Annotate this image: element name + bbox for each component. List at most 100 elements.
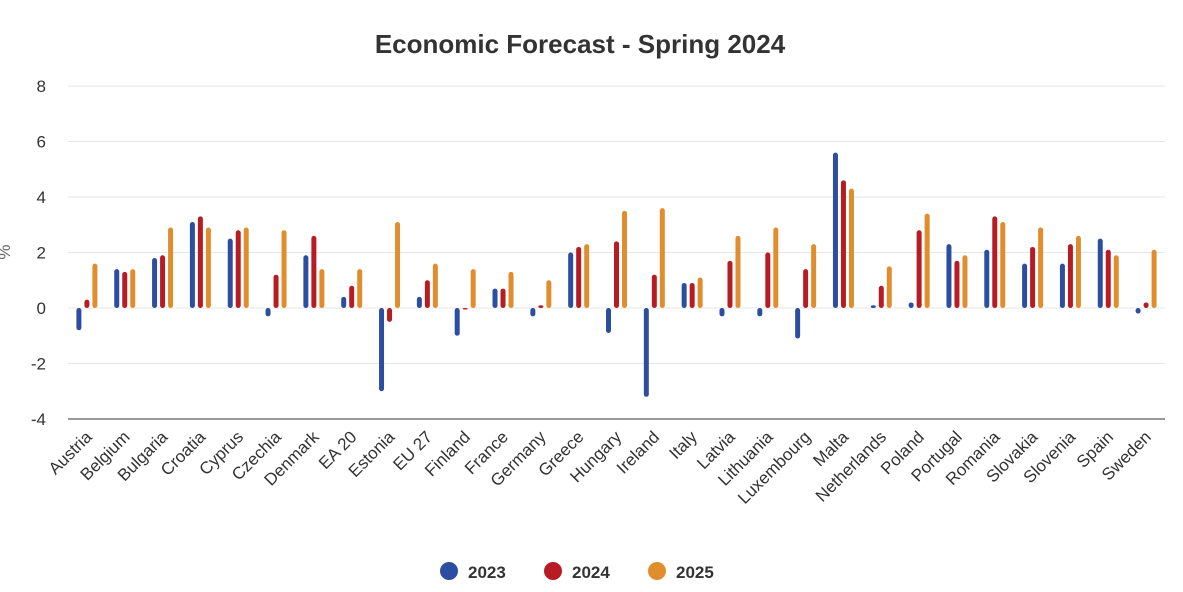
- bar-2024-czechia[interactable]: [273, 274, 279, 308]
- bar-2025-sweden[interactable]: [1151, 249, 1157, 308]
- bar-2024-slovenia[interactable]: [1067, 244, 1073, 308]
- bar-2024-france[interactable]: [500, 288, 506, 308]
- bar-2023-bulgaria[interactable]: [152, 258, 158, 308]
- bar-2023-portugal[interactable]: [946, 244, 952, 308]
- bar-2025-luxembourg[interactable]: [811, 244, 817, 308]
- bar-2025-spain[interactable]: [1113, 255, 1119, 308]
- chart-title: Economic Forecast - Spring 2024: [375, 29, 786, 59]
- bar-2024-germany[interactable]: [538, 305, 544, 308]
- bar-2025-czechia[interactable]: [281, 230, 287, 308]
- bar-2024-greece[interactable]: [576, 246, 582, 308]
- bar-2024-estonia[interactable]: [387, 308, 393, 322]
- bar-2023-sweden[interactable]: [1135, 308, 1141, 314]
- bar-2024-ea-20[interactable]: [349, 285, 355, 308]
- bar-2024-bulgaria[interactable]: [160, 255, 166, 308]
- bar-2025-france[interactable]: [508, 271, 514, 308]
- bar-2025-eu-27[interactable]: [432, 263, 438, 308]
- legend-marker: [544, 562, 562, 580]
- bar-2024-finland[interactable]: [462, 308, 468, 310]
- bar-2024-slovakia[interactable]: [1030, 246, 1036, 308]
- bar-2025-romania[interactable]: [1000, 221, 1006, 308]
- legend-marker: [440, 562, 458, 580]
- bar-2023-belgium[interactable]: [114, 269, 120, 308]
- x-tick-label: Ireland: [613, 427, 663, 477]
- bar-2024-poland[interactable]: [916, 230, 922, 308]
- bar-2023-czechia[interactable]: [265, 308, 271, 317]
- y-tick-label: 8: [37, 77, 46, 96]
- bar-2025-hungary[interactable]: [622, 210, 627, 308]
- y-tick-label: 6: [37, 133, 46, 152]
- legend-item-2025[interactable]: 2025: [648, 562, 714, 582]
- bar-2024-italy[interactable]: [689, 283, 695, 308]
- bar-2025-germany[interactable]: [546, 280, 552, 308]
- bar-2025-austria[interactable]: [92, 263, 98, 308]
- bars: [76, 152, 1157, 397]
- bar-2023-ea-20[interactable]: [341, 296, 347, 308]
- bar-2024-hungary[interactable]: [614, 241, 619, 308]
- bar-2023-cyprus[interactable]: [227, 238, 233, 308]
- bar-2024-austria[interactable]: [84, 299, 90, 308]
- bar-2024-luxembourg[interactable]: [803, 269, 809, 308]
- bar-2023-lithuania[interactable]: [757, 308, 763, 317]
- legend-item-2024[interactable]: 2024: [544, 562, 610, 582]
- y-tick-label: -4: [31, 410, 46, 429]
- bar-2025-netherlands[interactable]: [886, 266, 892, 308]
- bar-2023-greece[interactable]: [568, 252, 574, 309]
- bar-2024-denmark[interactable]: [311, 235, 317, 308]
- bar-2023-ireland[interactable]: [643, 308, 649, 397]
- bar-2023-slovenia[interactable]: [1059, 263, 1065, 308]
- bar-2025-malta[interactable]: [848, 188, 854, 308]
- bar-2024-lithuania[interactable]: [765, 252, 771, 309]
- bar-2023-latvia[interactable]: [719, 308, 725, 317]
- bar-2024-croatia[interactable]: [197, 216, 203, 308]
- bar-2023-estonia[interactable]: [379, 308, 385, 392]
- bar-2023-italy[interactable]: [681, 283, 687, 308]
- bar-2023-austria[interactable]: [76, 308, 82, 331]
- bar-2023-slovakia[interactable]: [1022, 263, 1028, 308]
- bar-2025-portugal[interactable]: [962, 255, 968, 308]
- bar-2025-croatia[interactable]: [205, 227, 211, 308]
- bar-2025-finland[interactable]: [470, 269, 476, 308]
- bar-2024-eu-27[interactable]: [424, 280, 430, 308]
- bar-2023-netherlands[interactable]: [870, 305, 876, 308]
- bar-2023-romania[interactable]: [984, 249, 990, 308]
- bar-2025-latvia[interactable]: [735, 235, 741, 308]
- bar-2025-ea-20[interactable]: [357, 269, 363, 308]
- bar-2023-finland[interactable]: [454, 308, 460, 336]
- bar-2025-ireland[interactable]: [659, 208, 665, 308]
- bar-2024-netherlands[interactable]: [878, 285, 884, 308]
- bar-2023-croatia[interactable]: [189, 221, 195, 308]
- bar-2025-cyprus[interactable]: [243, 227, 249, 308]
- bar-2024-belgium[interactable]: [122, 271, 128, 308]
- bar-2024-ireland[interactable]: [651, 274, 657, 308]
- bar-2025-slovenia[interactable]: [1075, 235, 1081, 308]
- bar-2024-sweden[interactable]: [1143, 302, 1149, 308]
- bar-2023-hungary[interactable]: [606, 308, 611, 333]
- bar-2025-estonia[interactable]: [395, 221, 401, 308]
- bar-2025-bulgaria[interactable]: [168, 227, 174, 308]
- bar-2025-slovakia[interactable]: [1038, 227, 1044, 308]
- legend-item-2023[interactable]: 2023: [440, 562, 506, 582]
- bar-2023-spain[interactable]: [1097, 238, 1103, 308]
- bar-2025-italy[interactable]: [697, 277, 703, 308]
- bar-2023-eu-27[interactable]: [416, 296, 422, 308]
- bar-2024-cyprus[interactable]: [235, 230, 241, 308]
- bar-2024-romania[interactable]: [992, 216, 998, 308]
- bar-2024-latvia[interactable]: [727, 260, 733, 308]
- bar-2023-malta[interactable]: [832, 152, 838, 308]
- bar-2025-lithuania[interactable]: [773, 227, 779, 308]
- bar-2024-portugal[interactable]: [954, 260, 960, 308]
- bar-2024-spain[interactable]: [1105, 249, 1111, 308]
- bar-2023-germany[interactable]: [530, 308, 536, 317]
- bar-2023-denmark[interactable]: [303, 255, 309, 308]
- legend[interactable]: 2023 2024 2025: [440, 562, 714, 582]
- bar-2025-belgium[interactable]: [130, 269, 136, 308]
- bar-2025-poland[interactable]: [924, 213, 930, 308]
- bar-2025-denmark[interactable]: [319, 269, 325, 308]
- bar-2024-malta[interactable]: [840, 180, 846, 308]
- bar-2025-greece[interactable]: [584, 244, 590, 308]
- bar-2023-poland[interactable]: [908, 302, 914, 308]
- bar-2023-france[interactable]: [492, 288, 498, 308]
- bar-2023-luxembourg[interactable]: [795, 308, 801, 339]
